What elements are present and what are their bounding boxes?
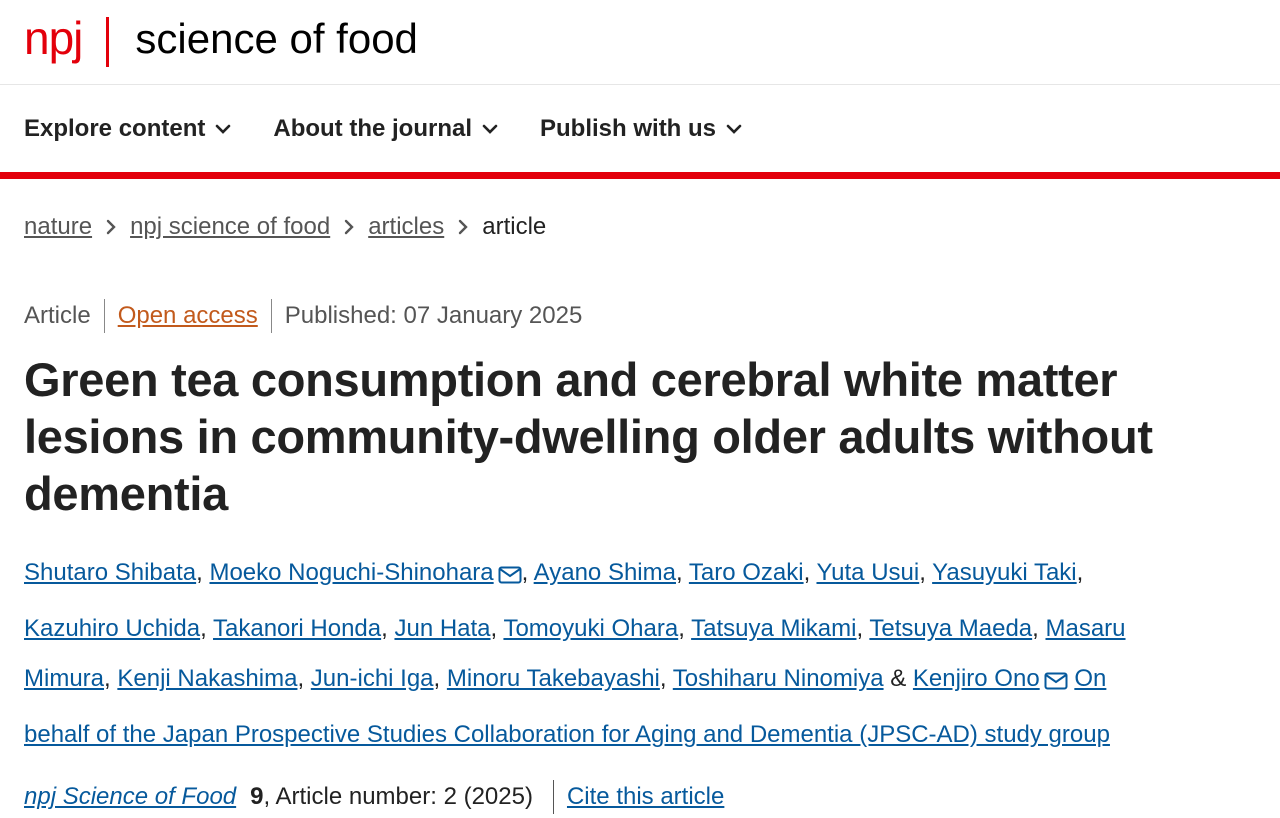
chevron-down-icon [482,124,498,134]
npj-logo[interactable]: npj [24,12,83,64]
journal-logo-title[interactable]: science of food [135,15,418,62]
logo-divider [106,17,110,67]
author-list: Shutaro Shibata, Moeko Noguchi-Shinohara… [0,548,1154,760]
author-link[interactable]: Kenji Nakashima [117,665,298,692]
author-link[interactable]: Takanori Honda [213,615,382,642]
nav-item-label: Explore content [24,114,206,142]
nav-publish-with-us[interactable]: Publish with us [540,115,742,143]
journal-link[interactable]: npj Science of Food [24,783,237,810]
author-link[interactable]: Moeko Noguchi-Shinohara [209,559,494,586]
study-group-link[interactable]: On behalf of the Japan Prospective Studi… [24,665,1110,748]
author-link[interactable]: Masaru Mimura [24,615,1126,692]
breadcrumb-articles[interactable]: articles [368,213,445,240]
nav-about-journal[interactable]: About the journal [273,115,498,143]
breadcrumb-nature[interactable]: nature [24,213,93,240]
article-type: Article [24,302,91,329]
published-date: Published: 07 January 2025 [284,302,583,329]
author-link[interactable]: Kenjiro Ono [912,665,1040,692]
author-link[interactable]: Jun Hata [394,615,491,642]
author-link[interactable]: Toshiharu Ninomiya [672,665,884,692]
chevron-right-icon [106,219,116,235]
meta-divider [103,299,105,333]
author-link[interactable]: Tetsuya Maeda [869,615,1033,642]
main-nav: Explore content About the journal Publis… [0,85,1280,172]
author-link[interactable]: Tomoyuki Ohara [503,615,679,642]
breadcrumb-current: article [482,213,547,240]
article-title: Green tea consumption and cerebral white… [24,353,1153,520]
nav-item-label: Publish with us [540,114,717,142]
author-link[interactable]: Yasuyuki Taki [932,559,1077,586]
citation-line: npj Science of Food 9 , Article number: … [0,780,1280,814]
author-link[interactable]: Tatsuya Mikami [691,615,857,642]
nav-explore-content[interactable]: Explore content [24,115,231,143]
header-red-rule [0,172,1280,179]
email-icon[interactable] [498,554,522,604]
chevron-right-icon [458,219,468,235]
chevron-down-icon [216,124,231,134]
article-meta: Article Open access Published: 07 Januar… [0,299,1280,333]
breadcrumb: nature npj science of food articles arti… [0,213,1280,241]
author-link[interactable]: Kazuhiro Uchida [24,615,201,642]
author-link[interactable]: Ayano Shima [533,559,676,586]
author-link[interactable]: Minoru Takebayashi [446,665,660,692]
author-link[interactable]: Taro Ozaki [688,559,804,586]
email-icon[interactable] [1044,660,1068,710]
volume-number: 9 [250,783,264,810]
author-link[interactable]: Yuta Usui [816,559,920,586]
breadcrumb-journal[interactable]: npj science of food [130,213,331,240]
author-link[interactable]: Shutaro Shibata [24,559,197,586]
cite-this-article-link[interactable]: Cite this article [566,783,725,810]
site-header: npj science of food [0,0,1280,85]
chevron-right-icon [344,219,354,235]
citation-divider [552,780,554,814]
chevron-down-icon [726,124,742,134]
article-number: , Article number: 2 (2025) [263,783,533,810]
author-link[interactable]: Jun-ichi Iga [310,665,434,692]
nav-item-label: About the journal [273,114,473,142]
meta-divider [270,299,272,333]
open-access-link[interactable]: Open access [117,302,258,329]
